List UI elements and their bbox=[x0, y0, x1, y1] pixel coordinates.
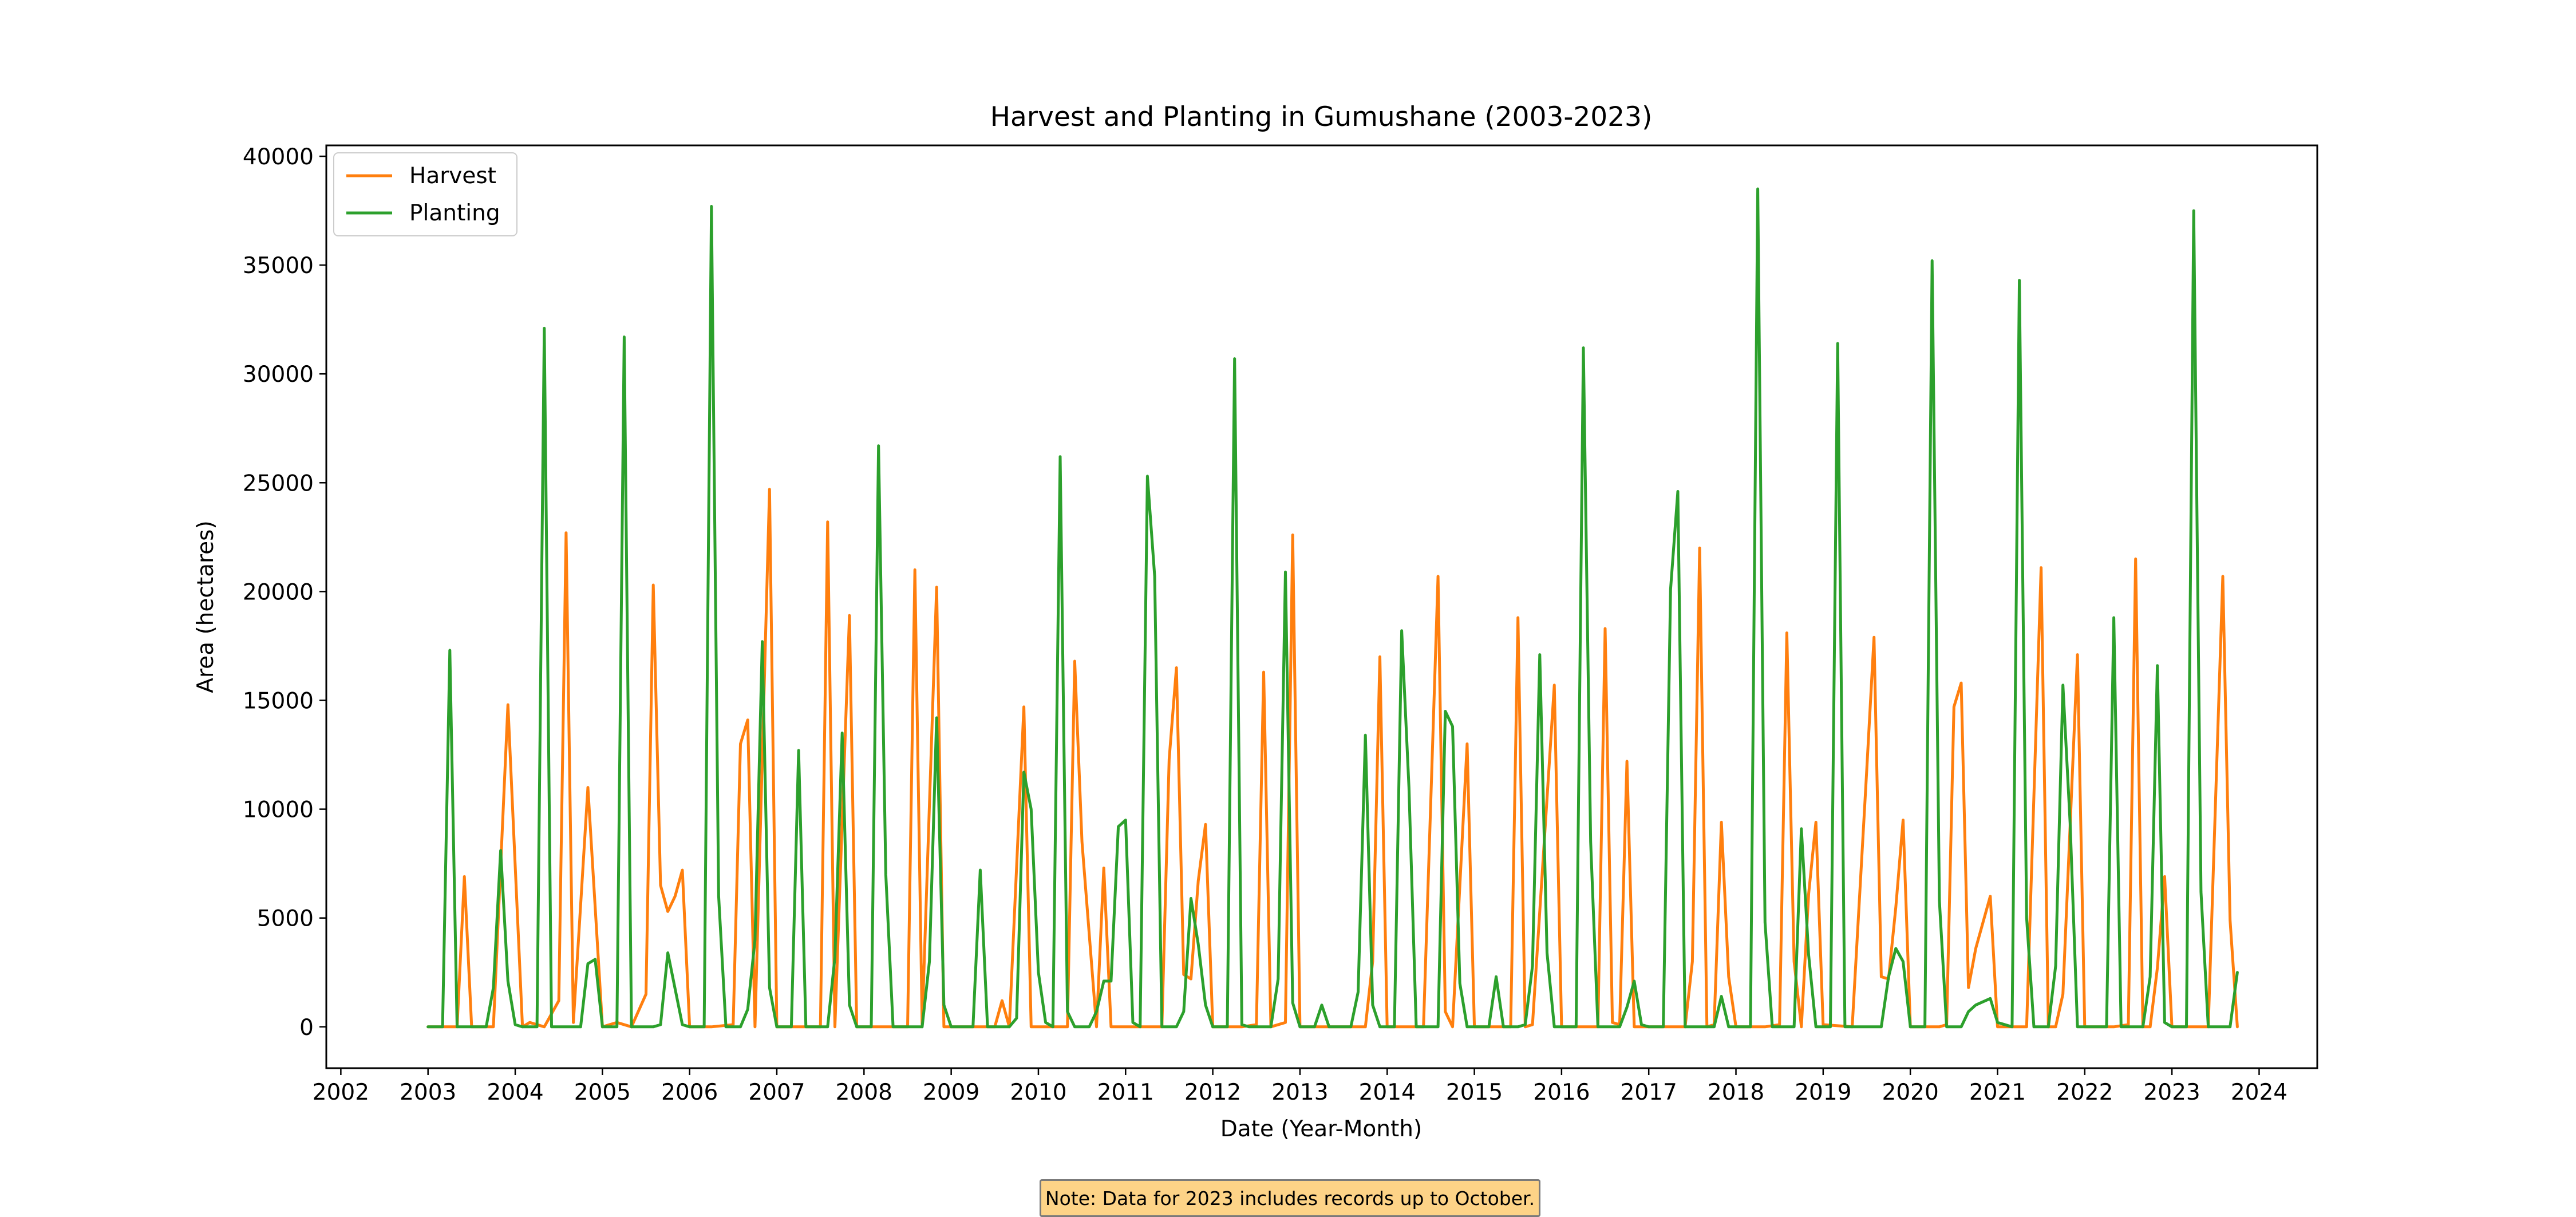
note-text: Note: Data for 2023 includes records up … bbox=[1045, 1187, 1535, 1210]
x-tick-label: 2018 bbox=[1708, 1080, 1764, 1105]
chart-title: Harvest and Planting in Gumushane (2003-… bbox=[990, 101, 1653, 133]
legend-planting-label: Planting bbox=[409, 200, 500, 226]
note-box: Note: Data for 2023 includes records up … bbox=[1040, 1179, 1540, 1217]
x-tick-label: 2024 bbox=[2231, 1080, 2287, 1105]
plot-frame bbox=[325, 144, 2318, 1069]
x-tick-label: 2007 bbox=[748, 1080, 805, 1105]
x-tick-label: 2019 bbox=[1795, 1080, 1851, 1105]
x-tick-label: 2015 bbox=[1446, 1080, 1503, 1105]
y-tick-label: 10000 bbox=[243, 797, 314, 823]
y-tick-label: 35000 bbox=[243, 253, 314, 279]
legend: Harvest Planting bbox=[333, 152, 517, 236]
x-tick-label: 2010 bbox=[1010, 1080, 1066, 1105]
y-tick-label: 5000 bbox=[257, 906, 314, 932]
x-tick-label: 2006 bbox=[661, 1080, 718, 1105]
x-tick-label: 2014 bbox=[1359, 1080, 1416, 1105]
x-tick-label: 2004 bbox=[487, 1080, 543, 1105]
x-axis: 2002 2003 2004 2005 2006 2007 2008 2009 2010 2011… bbox=[313, 1068, 2287, 1105]
x-tick-label: 2016 bbox=[1533, 1080, 1590, 1105]
x-tick-label: 2011 bbox=[1097, 1080, 1154, 1105]
x-tick-label: 2020 bbox=[1882, 1080, 1939, 1105]
x-axis-label: Date (Year-Month) bbox=[1220, 1116, 1422, 1142]
y-tick-label: 0 bbox=[299, 1015, 314, 1041]
y-axis: 0 5000 10000 15000 20000 25000 30000 35000 40000 bbox=[243, 144, 326, 1041]
x-tick-label: 2023 bbox=[2143, 1080, 2200, 1105]
x-tick-label: 2002 bbox=[313, 1080, 369, 1105]
y-tick-label: 40000 bbox=[243, 144, 314, 170]
legend-harvest-label: Harvest bbox=[409, 163, 496, 189]
y-axis-label: Area (hectares) bbox=[193, 520, 219, 693]
legend-box bbox=[333, 152, 517, 236]
y-tick-label: 20000 bbox=[243, 579, 314, 605]
x-tick-label: 2017 bbox=[1621, 1080, 1677, 1105]
y-tick-label: 25000 bbox=[243, 471, 314, 496]
x-tick-label: 2003 bbox=[400, 1080, 456, 1105]
x-tick-label: 2008 bbox=[836, 1080, 892, 1105]
y-tick-label: 30000 bbox=[243, 362, 314, 388]
x-tick-label: 2012 bbox=[1184, 1080, 1241, 1105]
x-tick-label: 2005 bbox=[574, 1080, 631, 1105]
x-tick-label: 2009 bbox=[923, 1080, 979, 1105]
x-tick-label: 2021 bbox=[1969, 1080, 2026, 1105]
series-line-planting bbox=[426, 187, 2239, 1029]
series-line-harvest bbox=[426, 488, 2239, 1029]
x-tick-label: 2022 bbox=[2056, 1080, 2113, 1105]
y-tick-label: 15000 bbox=[243, 688, 314, 714]
x-tick-label: 2013 bbox=[1271, 1080, 1328, 1105]
plot-lines bbox=[426, 187, 2239, 1029]
